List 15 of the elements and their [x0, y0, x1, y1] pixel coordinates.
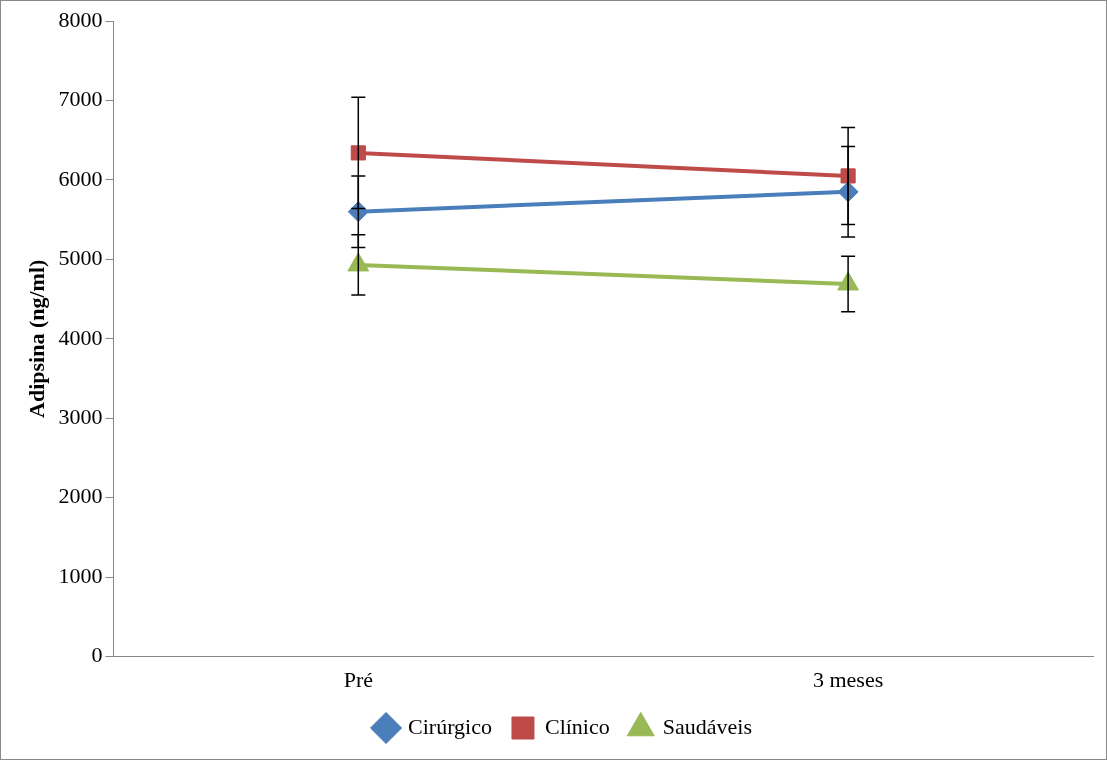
y-axis-title: Adipsina (ng/ml): [23, 259, 49, 418]
y-tick-label: 6000: [58, 165, 103, 191]
y-tick-label: 7000: [58, 86, 103, 112]
legend-label: Cirúrgico: [408, 713, 492, 739]
y-tick-label: 1000: [58, 562, 103, 588]
y-tick-label: 4000: [58, 324, 103, 350]
y-tick-label: 2000: [58, 483, 103, 509]
y-tick-label: 0: [91, 642, 103, 668]
legend-label: Saudáveis: [662, 713, 752, 739]
y-tick-label: 3000: [58, 404, 103, 430]
x-tick-label: 3 meses: [812, 666, 884, 692]
y-tick-label: 5000: [58, 245, 103, 271]
x-tick-label: Pré: [343, 666, 373, 692]
y-tick-label: 8000: [58, 6, 103, 32]
legend-label: Clínico: [544, 713, 610, 739]
